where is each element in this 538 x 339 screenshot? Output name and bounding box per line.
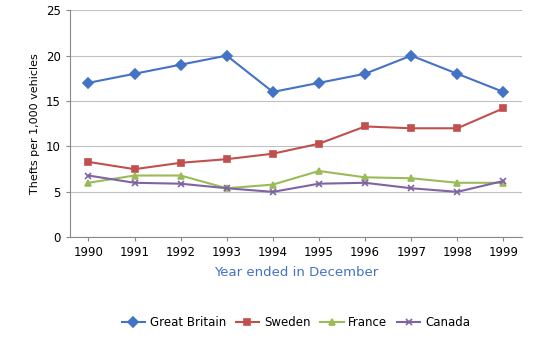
Canada bbox=[131, 181, 138, 185]
France bbox=[500, 181, 507, 185]
Sweden bbox=[178, 161, 184, 165]
Great Britain bbox=[131, 72, 138, 76]
Line: France: France bbox=[85, 167, 507, 192]
Great Britain bbox=[500, 90, 507, 94]
Canada bbox=[408, 186, 414, 190]
Great Britain bbox=[270, 90, 276, 94]
Great Britain bbox=[178, 63, 184, 67]
Canada bbox=[270, 190, 276, 194]
Sweden bbox=[223, 157, 230, 161]
Y-axis label: Thefts per 1,000 vehicles: Thefts per 1,000 vehicles bbox=[31, 53, 40, 194]
Canada bbox=[500, 179, 507, 183]
Canada bbox=[362, 181, 369, 185]
Sweden bbox=[500, 106, 507, 110]
Legend: Great Britain, Sweden, France, Canada: Great Britain, Sweden, France, Canada bbox=[117, 311, 475, 334]
France bbox=[131, 174, 138, 178]
Sweden bbox=[454, 126, 461, 130]
Sweden bbox=[85, 160, 91, 164]
Canada bbox=[316, 182, 322, 186]
Canada bbox=[454, 190, 461, 194]
Canada bbox=[223, 186, 230, 190]
Great Britain bbox=[223, 54, 230, 58]
Line: Sweden: Sweden bbox=[85, 105, 507, 173]
France bbox=[178, 174, 184, 178]
Great Britain bbox=[362, 72, 369, 76]
Sweden bbox=[362, 124, 369, 128]
France bbox=[223, 186, 230, 190]
France bbox=[362, 175, 369, 179]
France bbox=[408, 176, 414, 180]
France bbox=[316, 169, 322, 173]
France bbox=[454, 181, 461, 185]
Line: Great Britain: Great Britain bbox=[85, 52, 507, 95]
X-axis label: Year ended in December: Year ended in December bbox=[214, 266, 378, 279]
Sweden bbox=[270, 152, 276, 156]
Great Britain bbox=[85, 81, 91, 85]
Canada bbox=[85, 174, 91, 178]
Sweden bbox=[131, 167, 138, 171]
France bbox=[270, 183, 276, 187]
Great Britain bbox=[408, 54, 414, 58]
Line: Canada: Canada bbox=[85, 172, 507, 195]
Sweden bbox=[408, 126, 414, 130]
Canada bbox=[178, 182, 184, 186]
France bbox=[85, 181, 91, 185]
Great Britain bbox=[454, 72, 461, 76]
Sweden bbox=[316, 142, 322, 146]
Great Britain bbox=[316, 81, 322, 85]
